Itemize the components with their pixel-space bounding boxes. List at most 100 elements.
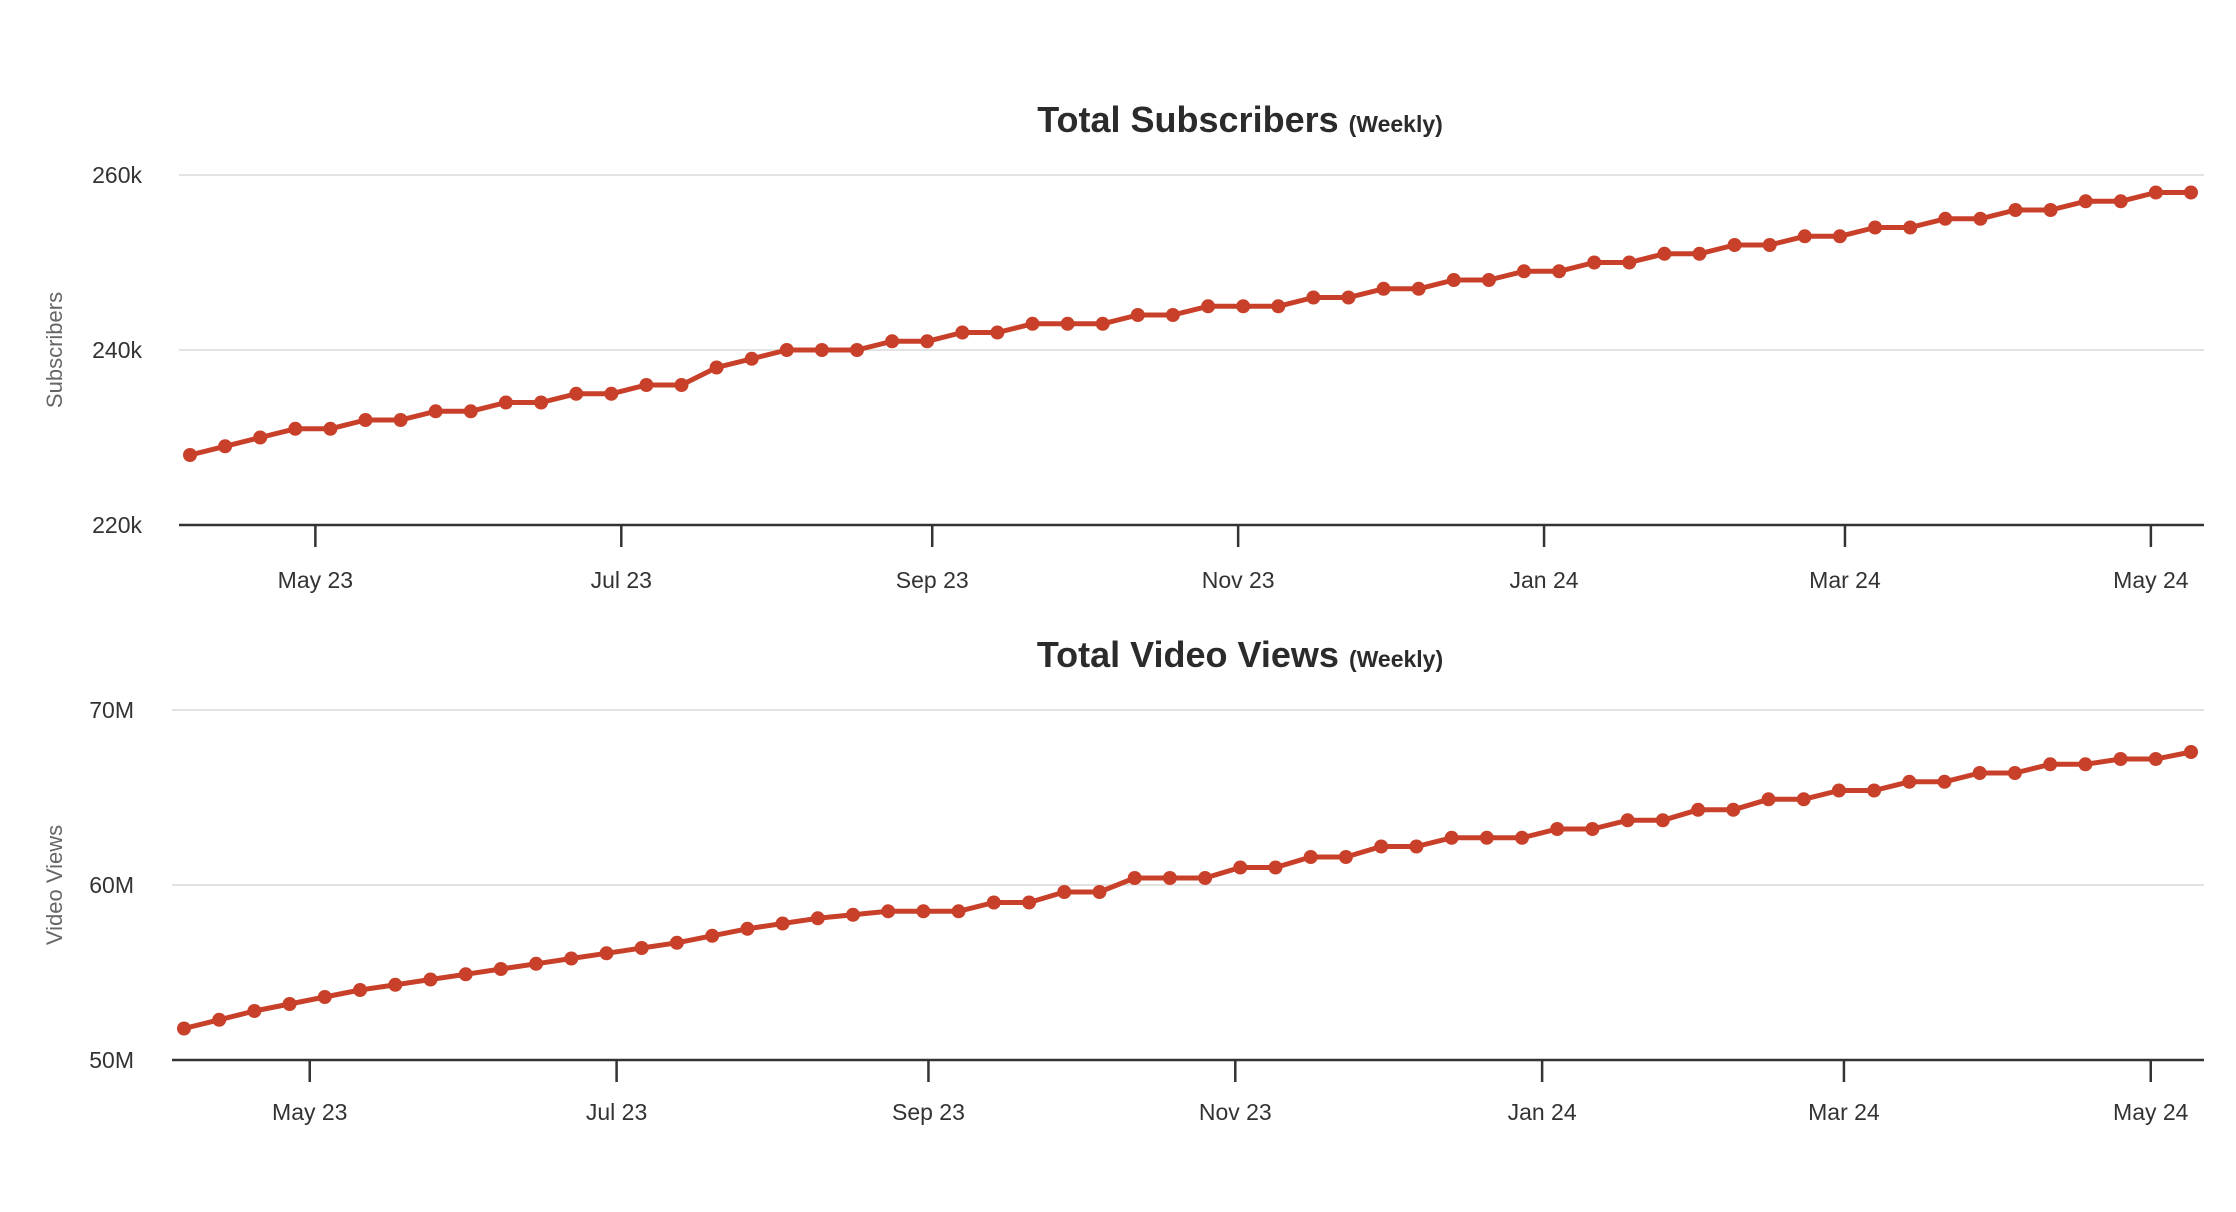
data-point (1692, 246, 1707, 261)
data-point (1972, 766, 1987, 780)
data-point (1622, 255, 1637, 270)
data-point (1409, 839, 1424, 854)
chart-title-main: Total Video Views (1037, 634, 1339, 675)
x-tick-label: Mar 24 (1809, 567, 1881, 593)
data-point (951, 904, 966, 919)
data-point (1481, 273, 1496, 287)
data-point (247, 1004, 262, 1018)
data-point (1201, 299, 1216, 314)
data-point (604, 386, 619, 401)
data-point (881, 904, 896, 919)
data-point (2043, 757, 2058, 772)
chart-title-sub: (Weekly) (1349, 646, 1443, 672)
x-tick-label: Nov 23 (1199, 1099, 1272, 1125)
x-tick-label: Mar 24 (1808, 1099, 1880, 1125)
data-point (599, 946, 614, 961)
data-point (1376, 281, 1391, 296)
y-tick-label: 240k (92, 337, 142, 363)
data-point (323, 421, 338, 436)
data-point (498, 395, 513, 410)
data-point (2113, 752, 2128, 766)
data-point (2184, 745, 2198, 759)
data-point (1446, 273, 1461, 287)
data-point (212, 1012, 227, 1027)
data-point (916, 904, 931, 919)
data-point (564, 951, 579, 966)
data-point (493, 962, 508, 976)
x-tick-label: Jan 24 (1508, 1099, 1577, 1125)
data-point (1411, 281, 1426, 296)
y-tick-label: 260k (92, 162, 142, 188)
data-point (1587, 255, 1602, 270)
data-point (674, 378, 689, 392)
x-tick-label: Sep 23 (896, 567, 969, 593)
data-point (358, 413, 373, 427)
data-point (569, 386, 584, 401)
data-point (1938, 211, 1953, 226)
data-point (2043, 203, 2058, 217)
data-point (1306, 290, 1321, 305)
data-point (423, 972, 438, 987)
data-point (529, 956, 544, 971)
data-point (779, 343, 794, 357)
data-point (1095, 316, 1110, 331)
data-point (955, 325, 970, 340)
data-point (1903, 220, 1918, 235)
y-tick-label: 70M (89, 697, 134, 723)
data-point (282, 997, 297, 1011)
data-point (1271, 299, 1286, 314)
data-point (1268, 860, 1283, 875)
y-tick-label: 60M (89, 872, 134, 898)
data-point (1655, 813, 1670, 828)
data-point (1552, 264, 1567, 279)
data-point (353, 983, 368, 997)
data-point (814, 343, 829, 357)
data-point (1937, 774, 1952, 789)
data-point (388, 977, 403, 992)
data-point (986, 895, 1001, 910)
data-point (810, 911, 825, 926)
x-tick-label: May 24 (2113, 567, 2189, 593)
data-point (1657, 246, 1672, 261)
data-point (1022, 895, 1037, 910)
series-line (187, 190, 2194, 458)
data-point (705, 928, 720, 943)
data-point (920, 334, 935, 349)
data-point (990, 325, 1005, 340)
video-views-chart: 50M 60M 70M May 23 Jul 23 Sep 23 Nov 23 Jan 24 M… (42, 634, 2204, 1125)
data-point (1515, 830, 1529, 845)
data-point (317, 990, 332, 1004)
data-point (1867, 783, 1882, 798)
data-point (428, 404, 443, 419)
x-tick-label: May 24 (2113, 1099, 2189, 1125)
data-point (1620, 813, 1635, 828)
data-point (639, 378, 654, 392)
data-point (634, 941, 649, 955)
data-point (2007, 766, 2022, 780)
data-point (1341, 290, 1356, 305)
data-point (1973, 211, 1988, 226)
data-point (253, 430, 268, 445)
y-tick-label: 220k (92, 512, 142, 538)
data-point (1796, 792, 1811, 807)
data-point (393, 413, 408, 427)
data-point (2148, 185, 2163, 200)
data-point (669, 935, 684, 950)
chart-title: Total Video Views (Weekly) (1037, 634, 1443, 675)
data-point (1236, 299, 1251, 314)
y-axis-label: Subscribers (42, 292, 67, 408)
data-point (885, 334, 900, 349)
data-point (1479, 830, 1494, 845)
data-point (1727, 238, 1742, 252)
data-point (1092, 885, 1107, 899)
x-tick-label: Sep 23 (892, 1099, 965, 1125)
data-point (2148, 752, 2163, 766)
data-point (709, 360, 724, 375)
data-point (1550, 822, 1565, 836)
data-point (2113, 194, 2128, 209)
data-point (1162, 871, 1177, 885)
data-point (1832, 229, 1847, 244)
x-tick-label: May 23 (278, 567, 353, 593)
data-point (1517, 264, 1531, 279)
data-point (2078, 757, 2093, 772)
